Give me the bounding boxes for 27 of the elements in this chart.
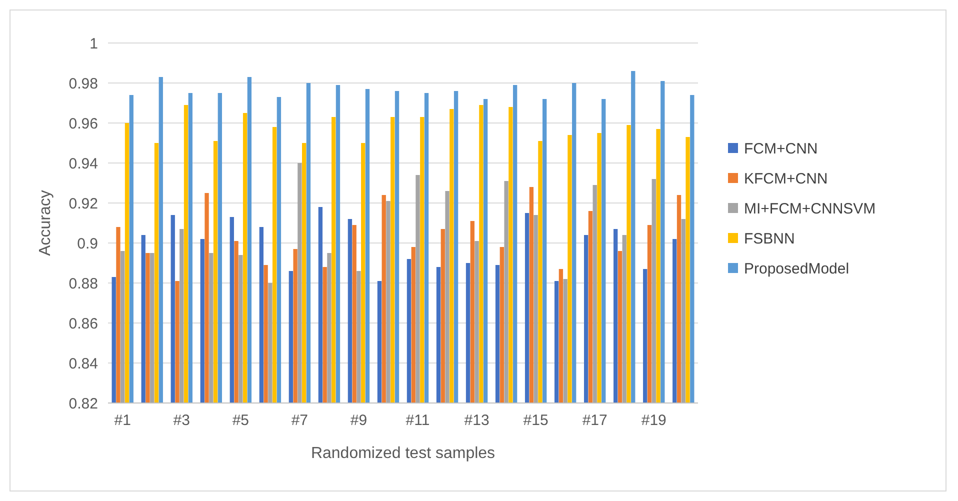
x-tick-label: #5 — [232, 412, 250, 429]
y-tick-label: 0.92 — [68, 195, 98, 212]
y-tick-label: 0.94 — [68, 155, 98, 172]
x-tick-label: #15 — [523, 412, 548, 429]
x-tick-label: #1 — [114, 412, 131, 429]
x-tick-label: #13 — [464, 412, 490, 429]
y-tick-label: 0.96 — [68, 115, 98, 132]
x-tick-label: #7 — [291, 412, 308, 429]
legend-label: FSBNN — [744, 230, 795, 248]
y-tick-label: 0.86 — [68, 315, 98, 332]
y-tick-label: 0.84 — [68, 355, 98, 372]
x-tick-label: #3 — [173, 412, 190, 429]
y-axis-title: Accuracy — [37, 190, 54, 256]
x-tick-label: #17 — [582, 412, 608, 429]
x-tick-label: #11 — [406, 412, 430, 429]
legend-label: MI+FCM+CNNSVM — [744, 200, 876, 218]
x-tick-label: #9 — [350, 412, 368, 429]
x-axis-title: Randomized test samples — [310, 445, 496, 462]
legend-label: ProposedModel — [744, 260, 850, 278]
y-tick-label: 0.98 — [68, 75, 98, 92]
x-tick-label: #19 — [641, 412, 666, 429]
y-tick-label: 0.9 — [77, 235, 98, 252]
y-tick-label: 0.82 — [68, 395, 98, 412]
legend-label: FCM+CNN — [744, 140, 818, 158]
y-tick-label: 1 — [90, 35, 98, 52]
y-tick-label: 0.88 — [68, 275, 98, 292]
legend-label: KFCM+CNN — [744, 170, 828, 188]
